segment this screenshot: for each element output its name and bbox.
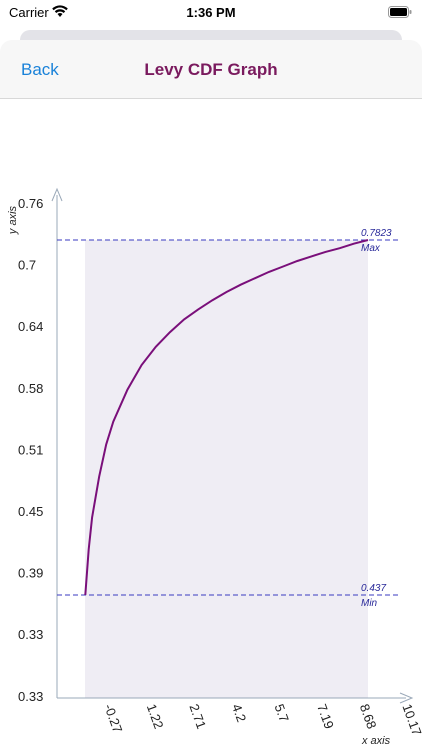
back-button[interactable]: Back (21, 60, 59, 79)
max-label: Max (361, 243, 381, 254)
carrier-label: Carrier (9, 5, 49, 20)
y-tick-label: 0.33 (18, 627, 43, 642)
y-tick-label: 0.76 (18, 196, 43, 211)
y-tick-label: 0.45 (18, 504, 43, 519)
y-tick-label: 0.58 (18, 381, 43, 396)
x-tick-label: -0.27 (101, 702, 125, 735)
clock: 1:36 PM (186, 5, 236, 20)
status-bar: Carrier 1:36 PM (0, 0, 422, 26)
y-tick-labels: 0.76 0.7 0.64 0.58 0.51 0.45 0.39 0.33 0.33 (18, 196, 43, 704)
x-tick-label: 1.22 (144, 702, 167, 731)
x-tick-label: 8.68 (357, 702, 380, 731)
wifi-icon (52, 5, 68, 17)
x-axis-title: x axis (361, 735, 391, 747)
x-tick-label: 4.2 (229, 702, 249, 724)
cdf-curve (84, 239, 369, 596)
x-axis-arrow (399, 692, 414, 704)
y-tick-label: 0.51 (18, 442, 43, 457)
y-tick-label: 0.39 (18, 566, 43, 581)
y-tick-label: 0.33 (18, 689, 43, 704)
area-fill (85, 240, 368, 698)
x-tick-label: 7.19 (314, 702, 337, 731)
y-axis-arrow (51, 187, 63, 202)
x-tick-label: 5.7 (272, 702, 292, 724)
min-label: Min (361, 598, 378, 609)
battery-icon (388, 6, 412, 18)
x-tick-label: 10.17 (399, 702, 422, 738)
y-axis-title: y axis (7, 205, 19, 235)
page-title: Levy CDF Graph (144, 60, 278, 79)
y-tick-label: 0.7 (18, 258, 36, 273)
x-tick-labels: -0.27 1.22 2.71 4.2 5.7 7.19 8.68 10.17 (101, 702, 422, 738)
x-tick-label: 2.71 (186, 702, 209, 731)
levy-cdf-chart: 0.76 0.7 0.64 0.58 0.51 0.45 0.39 0.33 0.33 -0.2… (7, 187, 422, 747)
navigation-bar: Back Levy CDF Graph (0, 40, 422, 99)
max-value-label: 0.7823 (361, 228, 392, 239)
y-tick-label: 0.64 (18, 319, 43, 334)
min-value-label: 0.437 (361, 583, 386, 594)
